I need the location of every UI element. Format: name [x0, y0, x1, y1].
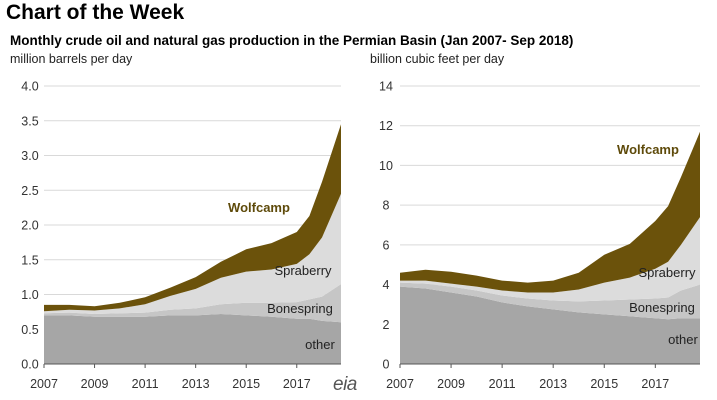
x-tick-label: 2015: [232, 377, 260, 391]
area-wolfcamp: [400, 131, 700, 293]
x-tick-label: 2011: [489, 377, 516, 391]
area-spraberry: [400, 217, 700, 302]
label-bonespring: Bonespring: [629, 300, 695, 315]
y-tick-label: 4: [383, 278, 390, 292]
x-tick-label: 2013: [182, 377, 210, 391]
area-wolfcamp: [44, 124, 341, 312]
x-tick-label: 2009: [81, 377, 109, 391]
x-tick-label: 2007: [30, 377, 58, 391]
y-tick-label: 6: [383, 238, 390, 252]
eia-logo: eia: [333, 374, 357, 395]
oil-unit-label: million barrels per day: [10, 52, 133, 66]
gas-production-chart: billion cubic feet per day 0 2 4 6 8 10 12 14 20…: [370, 52, 700, 391]
area-other: [400, 286, 700, 364]
y-tick-label: 0: [383, 358, 390, 372]
y-tick-label: 0.5: [21, 323, 38, 337]
label-wolfcamp: Wolfcamp: [228, 200, 290, 215]
x-tick-label: 2011: [132, 377, 159, 391]
y-tick-label: 0.0: [21, 358, 38, 372]
oil-production-chart: million barrels per day 0.0 0.5 1.0 1.5 2.0 2…: [10, 52, 341, 391]
y-tick-label: 3.5: [21, 114, 38, 128]
area-bonespring: [44, 284, 341, 323]
area-other: [44, 314, 341, 364]
x-tick-label: 2007: [386, 377, 414, 391]
y-tick-label: 3.0: [21, 149, 38, 163]
label-spraberry: Spraberry: [274, 263, 332, 278]
gas-unit-label: billion cubic feet per day: [370, 52, 505, 66]
label-bonespring: Bonespring: [267, 301, 333, 316]
y-tick-label: 10: [379, 159, 393, 173]
chart-subtitle: Monthly crude oil and natural gas produc…: [10, 33, 574, 48]
y-tick-label: 8: [383, 199, 390, 213]
label-wolfcamp: Wolfcamp: [617, 142, 679, 157]
y-tick-label: 2.0: [21, 219, 38, 233]
label-spraberry: Spraberry: [638, 265, 696, 280]
page-heading: Chart of the Week: [6, 1, 185, 24]
y-tick-label: 12: [379, 119, 393, 133]
x-tick-label: 2013: [539, 377, 567, 391]
y-tick-label: 2: [383, 318, 390, 332]
area-bonespring: [400, 282, 700, 320]
label-other: other: [668, 332, 698, 347]
y-tick-label: 1.5: [21, 253, 38, 267]
label-other: other: [305, 337, 335, 352]
x-tick-label: 2017: [641, 377, 669, 391]
x-tick-label: 2017: [283, 377, 311, 391]
y-tick-label: 14: [379, 80, 393, 94]
y-tick-label: 2.5: [21, 184, 38, 198]
y-tick-label: 4.0: [21, 80, 38, 94]
x-tick-label: 2009: [437, 377, 465, 391]
x-tick-label: 2015: [590, 377, 618, 391]
area-spraberry: [44, 193, 341, 314]
y-tick-label: 1.0: [21, 288, 38, 302]
